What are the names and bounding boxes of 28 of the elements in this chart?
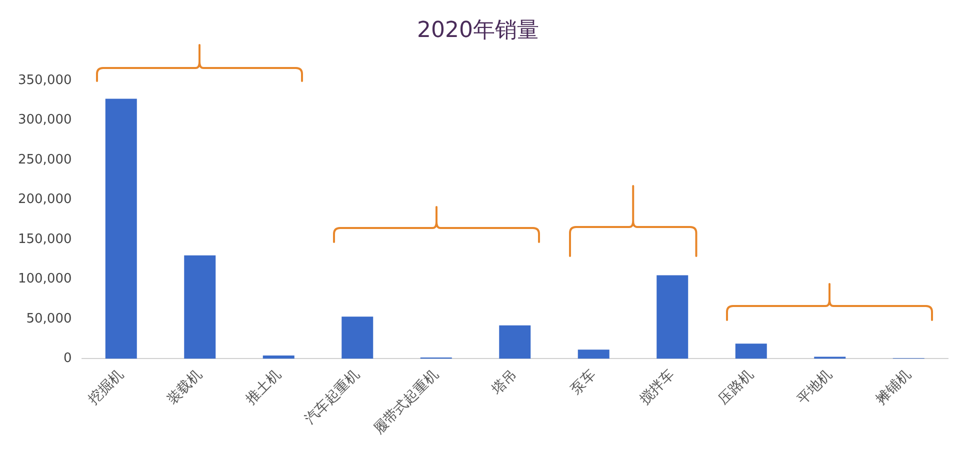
y-tick-label: 150,000 [18, 232, 72, 247]
y-tick-label: 0 [63, 351, 72, 366]
x-tick-label: 塔吊 [488, 366, 520, 399]
y-tick-label: 50,000 [26, 311, 72, 326]
x-tick-label: 履带式起重机 [370, 366, 442, 438]
x-tick-label: 装载机 [164, 366, 206, 408]
y-tick-label: 100,000 [18, 272, 72, 287]
y-tick-label: 300,000 [18, 112, 72, 128]
x-tick-label: 摊铺机 [873, 366, 914, 408]
bar [656, 275, 688, 359]
x-tick-label: 挖掘机 [86, 366, 127, 408]
x-tick-label: 汽车起重机 [302, 366, 363, 428]
bar [578, 350, 610, 359]
x-tick-label: 平地机 [794, 366, 836, 408]
bar [342, 316, 374, 359]
y-tick-label: 250,000 [18, 152, 72, 168]
chart-title: 2020年销量 [417, 18, 539, 43]
y-tick-label: 200,000 [18, 192, 72, 208]
bar [499, 325, 531, 359]
x-tick-label: 压路机 [716, 366, 757, 408]
y-tick-label: 350,000 [18, 72, 72, 88]
bar [184, 255, 216, 359]
bar [735, 344, 767, 359]
x-tick-label: 泵车 [568, 366, 600, 398]
x-tick-label: 推土机 [243, 366, 284, 408]
x-tick-label: 搅拌车 [636, 366, 678, 408]
bar [105, 98, 137, 359]
bar [262, 356, 294, 359]
